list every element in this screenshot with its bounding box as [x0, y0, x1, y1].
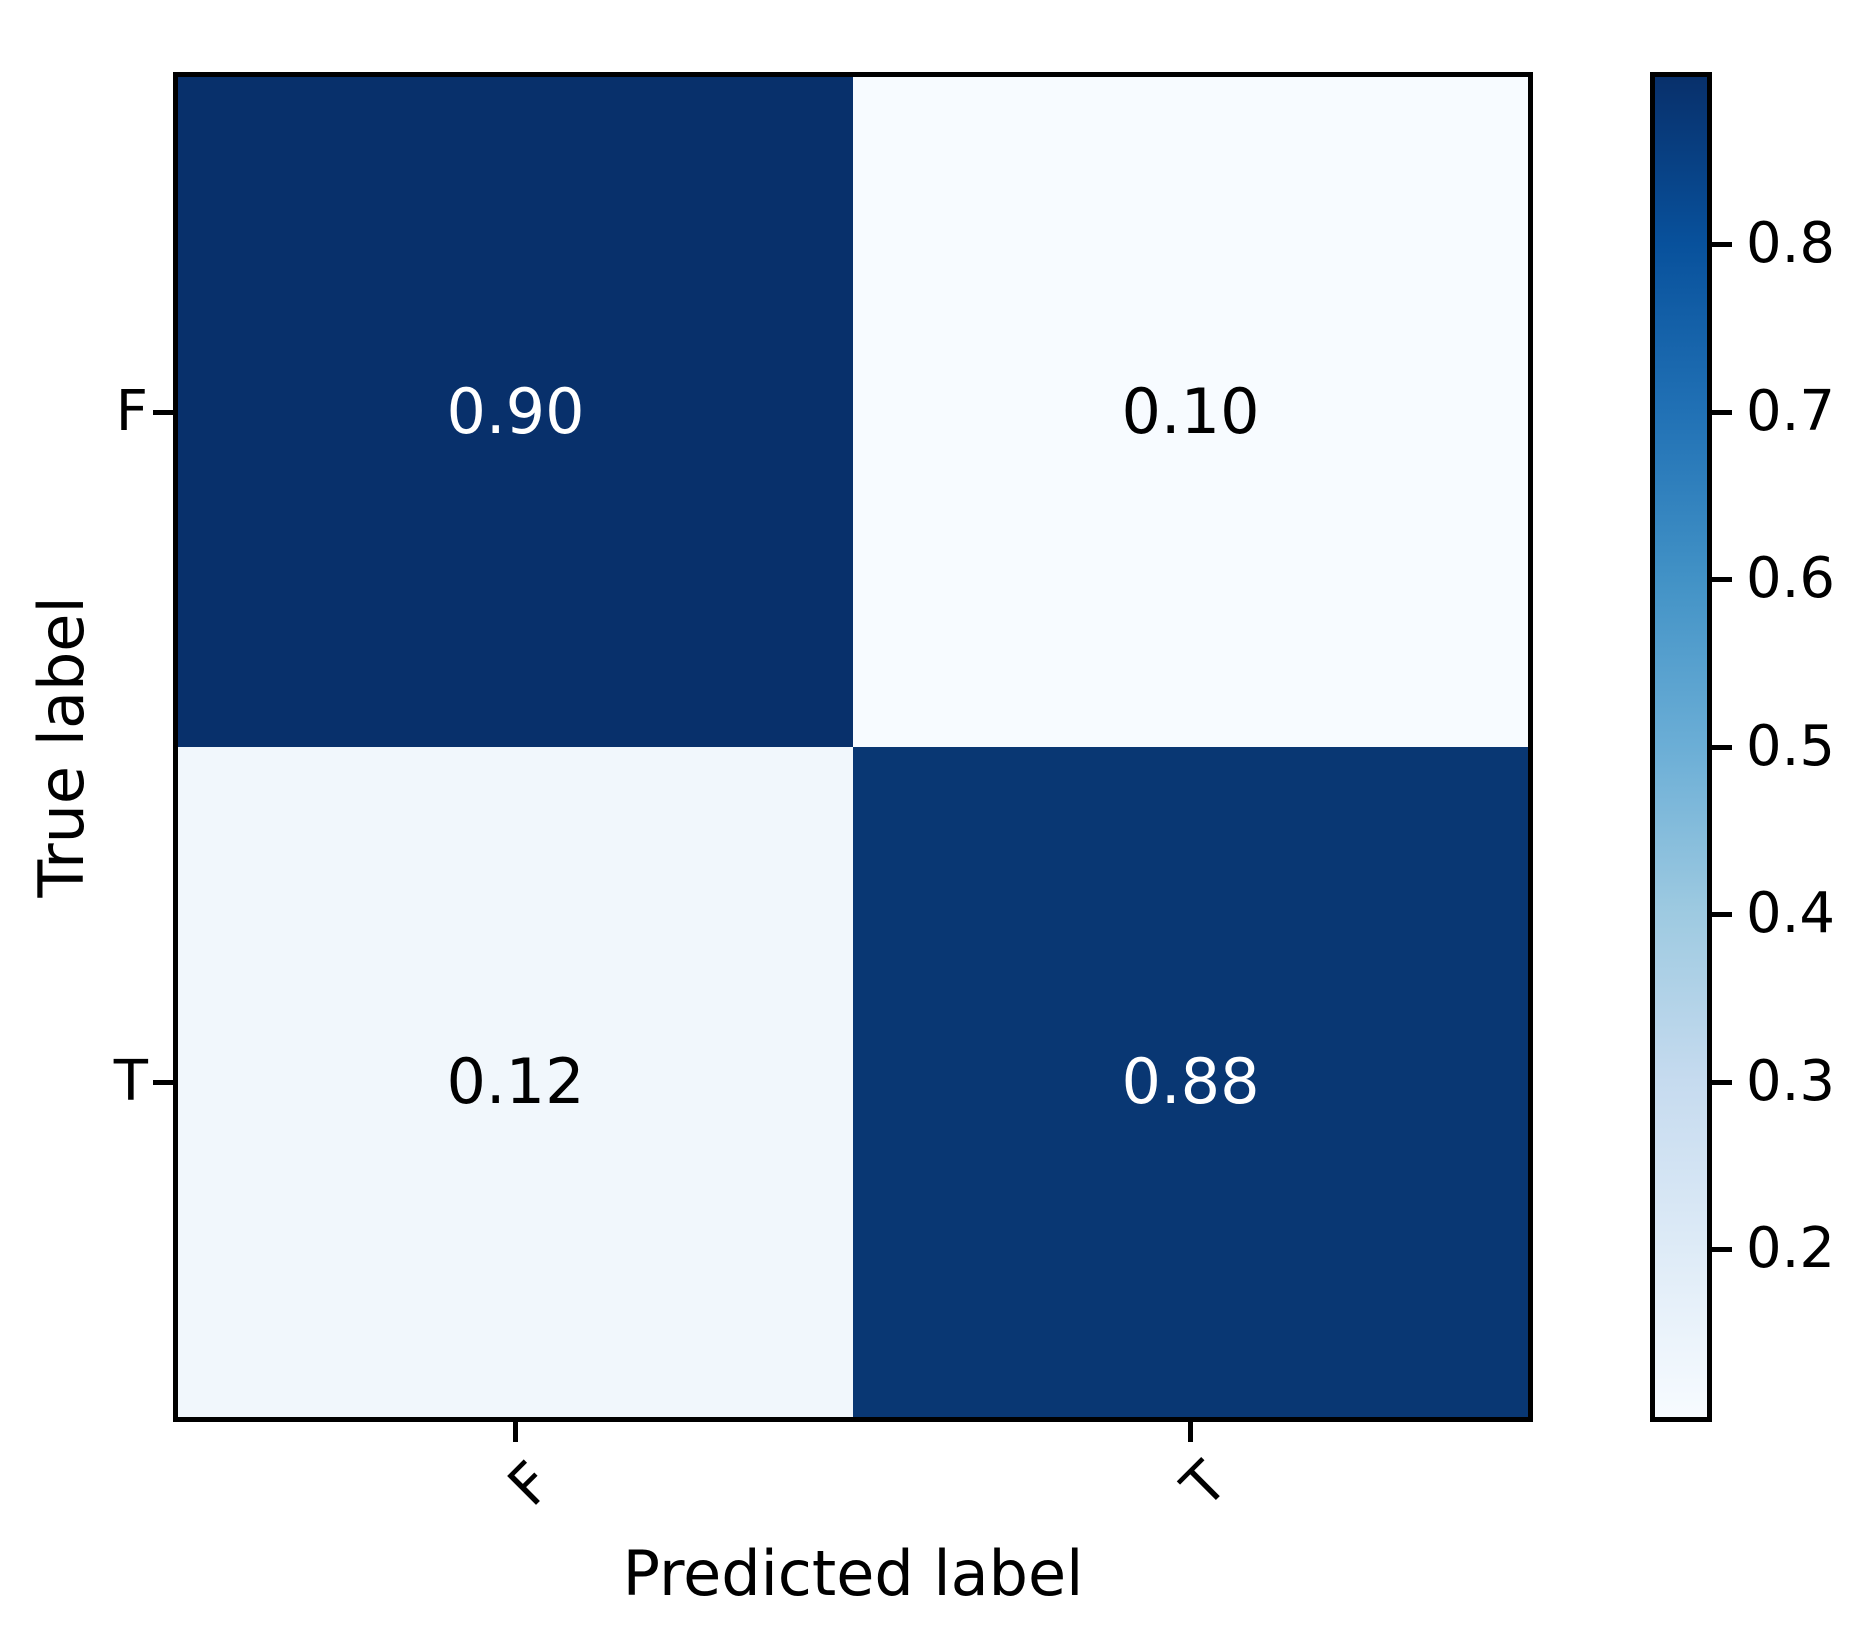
x-axis-tick-F [513, 1422, 518, 1442]
colorbar-tick-0.6 [1712, 577, 1732, 582]
matrix-cell-true-F-pred-T: 0.10 [853, 77, 1528, 747]
colorbar-tick-label: 0.7 [1746, 379, 1836, 444]
y-tick-label-T: T [113, 1049, 148, 1114]
x-axis-title: Predicted label [622, 1537, 1084, 1610]
colorbar-tick-label: 0.8 [1746, 211, 1836, 276]
y-axis-tick-F [153, 410, 173, 415]
colorbar-tick-label: 0.2 [1746, 1216, 1836, 1281]
colorbar-tick-label: 0.5 [1746, 714, 1836, 779]
colorbar-gradient [1655, 77, 1707, 1417]
colorbar-tick-label: 0.6 [1746, 546, 1836, 611]
cell-value-label: 0.90 [446, 375, 585, 448]
colorbar [1650, 72, 1712, 1422]
matrix-cell-true-F-pred-F: 0.90 [178, 77, 853, 747]
cell-value-label: 0.12 [446, 1045, 585, 1118]
colorbar-tick-0.8 [1712, 242, 1732, 247]
x-tick-label-T: T [1169, 1449, 1240, 1521]
colorbar-tick-0.5 [1712, 745, 1732, 750]
cell-value-label: 0.10 [1121, 375, 1260, 448]
y-axis-title: True label [25, 596, 98, 898]
x-tick-label-F: F [496, 1449, 565, 1519]
matrix-cell-true-T-pred-T: 0.88 [853, 747, 1528, 1417]
y-tick-label-F: F [115, 379, 148, 444]
y-axis-tick-T [153, 1080, 173, 1085]
colorbar-tick-0.4 [1712, 912, 1732, 917]
matrix-cell-true-T-pred-F: 0.12 [178, 747, 853, 1417]
colorbar-tick-0.3 [1712, 1080, 1732, 1085]
colorbar-tick-label: 0.3 [1746, 1049, 1836, 1114]
heatmap-axes: 0.90 0.10 0.12 0.88 [173, 72, 1533, 1422]
x-axis-tick-T [1188, 1422, 1193, 1442]
colorbar-tick-0.2 [1712, 1247, 1732, 1252]
colorbar-tick-label: 0.4 [1746, 881, 1836, 946]
cell-value-label: 0.88 [1121, 1045, 1260, 1118]
colorbar-tick-0.7 [1712, 410, 1732, 415]
